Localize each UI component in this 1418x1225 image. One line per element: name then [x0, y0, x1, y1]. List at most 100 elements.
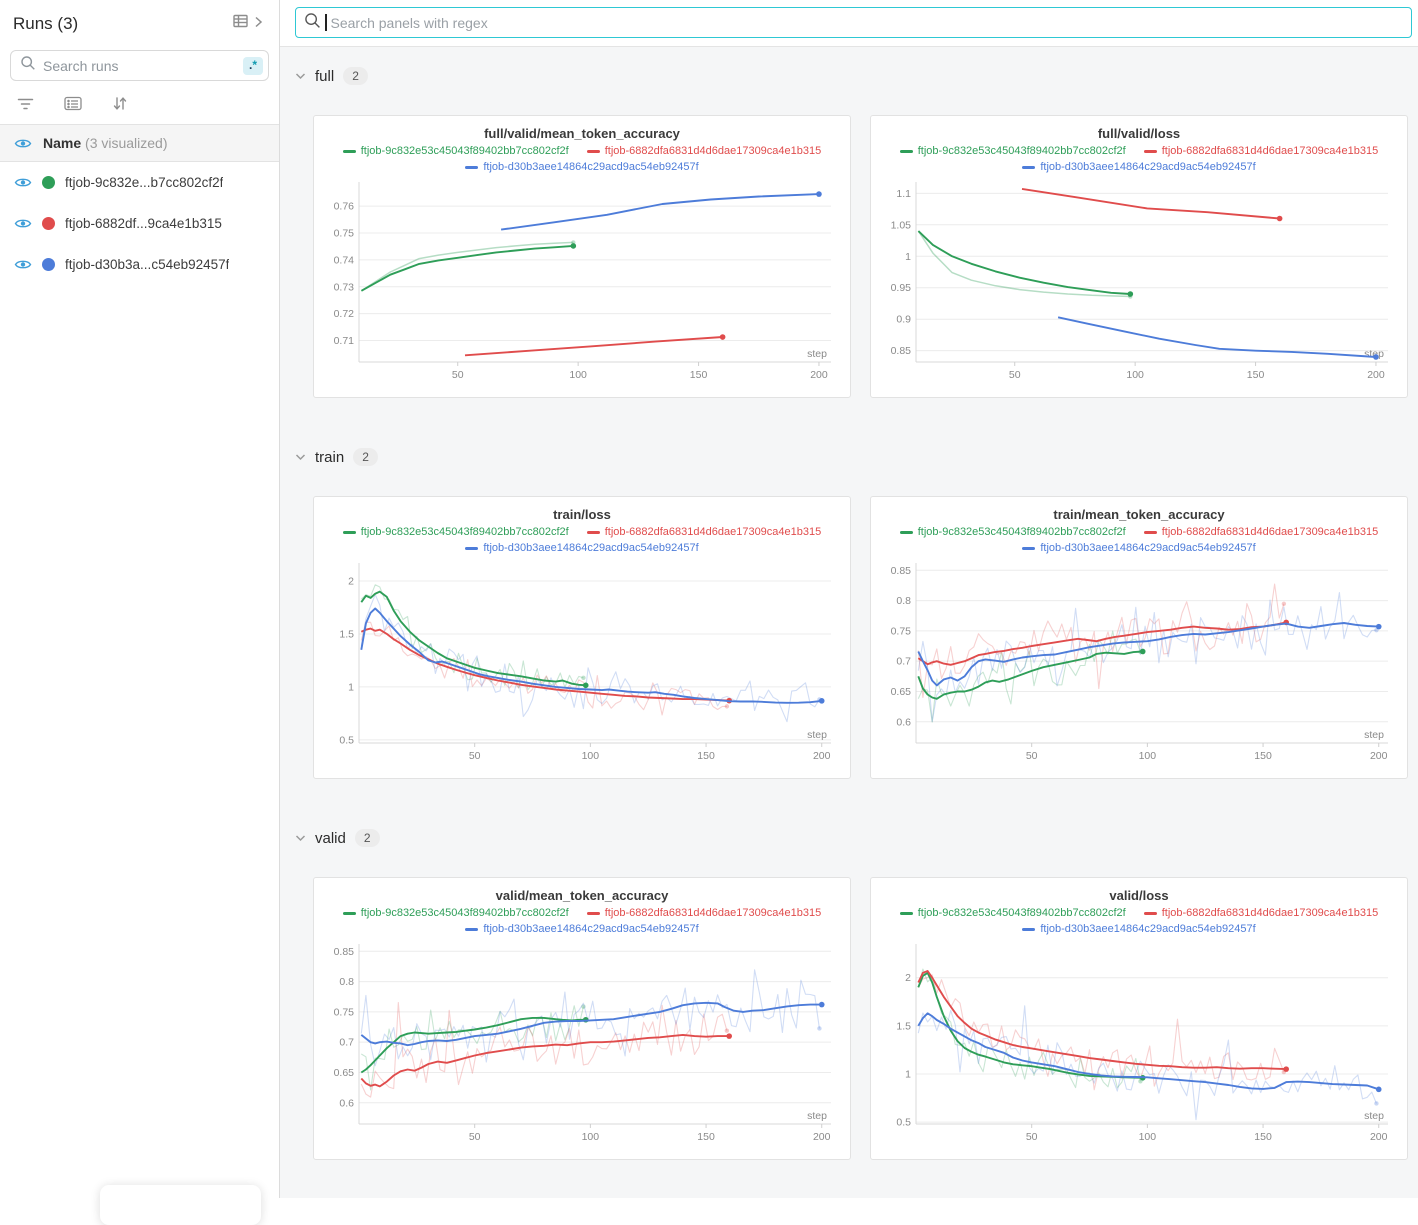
svg-text:100: 100 — [1139, 1131, 1157, 1143]
chart-legend: ftjob-9c832e53c45043f89402bb7cc802cf2f ft… — [880, 144, 1398, 175]
svg-text:0.8: 0.8 — [339, 976, 354, 988]
legend-swatch — [1022, 928, 1036, 931]
svg-text:0.75: 0.75 — [334, 228, 355, 240]
run-name: ftjob-9c832e...b7cc802cf2f — [65, 175, 224, 190]
chevron-down-icon — [295, 453, 306, 461]
search-panels-input[interactable] — [330, 14, 1403, 31]
eye-icon[interactable] — [14, 176, 32, 189]
svg-text:0.65: 0.65 — [334, 1067, 355, 1079]
svg-text:200: 200 — [1370, 750, 1388, 762]
runs-sidebar: Runs (3) .* — [0, 0, 280, 1198]
chart-title: full/valid/loss — [1097, 126, 1181, 141]
line-chart[interactable]: 0.6 0.65 0.7 0.75 0.8 0.85 50 100 150 200 step — [323, 939, 841, 1149]
chart-title: full/valid/mean_token_accuracy — [484, 126, 680, 141]
svg-text:1.5: 1.5 — [896, 1020, 911, 1032]
eye-icon[interactable] — [14, 217, 32, 230]
filter-icon[interactable] — [17, 97, 34, 111]
section-train: train 2 train/loss ftjob-9c832e53c45043f… — [280, 448, 1418, 779]
legend-entry: ftjob-d30b3aee14864c29acd9ac54eb92457f — [465, 160, 699, 175]
legend-entry: ftjob-9c832e53c45043f89402bb7cc802cf2f — [342, 906, 569, 921]
legend-entry: ftjob-6882dfa6831d4d6dae17309ca4e1b315 — [586, 525, 821, 540]
svg-text:50: 50 — [452, 369, 464, 381]
chart-title: valid/mean_token_accuracy — [495, 888, 669, 903]
legend-swatch — [899, 150, 913, 153]
legend-entry: ftjob-d30b3aee14864c29acd9ac54eb92457f — [465, 541, 699, 556]
legend-entry: ftjob-d30b3aee14864c29acd9ac54eb92457f — [1022, 160, 1256, 175]
chart-title: valid/loss — [1109, 888, 1169, 903]
svg-text:0.71: 0.71 — [334, 335, 355, 347]
runs-table-toggle[interactable] — [233, 13, 263, 35]
legend-entry: ftjob-6882dfa6831d4d6dae17309ca4e1b315 — [1143, 144, 1378, 159]
chart-panel: full/valid/mean_token_accuracy ftjob-9c8… — [313, 115, 851, 398]
svg-text:1: 1 — [348, 681, 354, 693]
svg-text:0.75: 0.75 — [891, 625, 912, 637]
svg-text:0.76: 0.76 — [334, 201, 355, 213]
eye-icon[interactable] — [14, 258, 32, 271]
svg-text:0.5: 0.5 — [339, 734, 354, 746]
chart-panel: full/valid/loss ftjob-9c832e53c45043f894… — [870, 115, 1408, 398]
section-header[interactable]: valid 2 — [295, 829, 1418, 847]
svg-text:1.1: 1.1 — [896, 188, 911, 200]
regex-dot: . — [248, 57, 253, 72]
svg-text:1.5: 1.5 — [339, 628, 354, 640]
svg-text:100: 100 — [582, 1131, 600, 1143]
legend-swatch — [899, 912, 913, 915]
chart-legend: ftjob-9c832e53c45043f89402bb7cc802cf2f ft… — [323, 144, 841, 175]
svg-text:150: 150 — [697, 750, 715, 762]
panels-content: full 2 full/valid/mean_token_accuracy ft… — [280, 47, 1418, 1198]
svg-text:step: step — [1364, 729, 1384, 741]
legend-swatch — [1022, 547, 1036, 550]
panel-row: valid/mean_token_accuracy ftjob-9c832e53… — [313, 877, 1418, 1160]
svg-text:0.65: 0.65 — [891, 686, 912, 698]
svg-text:200: 200 — [813, 750, 831, 762]
line-chart[interactable]: 0.5 1 1.5 2 50 100 150 200 step — [880, 939, 1398, 1149]
chevron-down-icon — [295, 72, 306, 80]
legend-swatch — [899, 531, 913, 534]
svg-text:200: 200 — [810, 369, 828, 381]
legend-entry: ftjob-6882dfa6831d4d6dae17309ca4e1b315 — [1143, 906, 1378, 921]
line-chart[interactable]: 0.5 1 1.5 2 50 100 150 200 step — [323, 558, 841, 768]
section-title: valid — [315, 829, 346, 847]
chart-legend: ftjob-9c832e53c45043f89402bb7cc802cf2f ft… — [880, 906, 1398, 937]
search-runs-input[interactable] — [43, 57, 236, 74]
run-color-dot — [42, 217, 55, 230]
section-header[interactable]: full 2 — [295, 67, 1418, 85]
svg-text:0.75: 0.75 — [334, 1006, 355, 1018]
sort-icon[interactable] — [112, 96, 128, 111]
run-color-dot — [42, 258, 55, 271]
group-list-icon[interactable] — [64, 96, 82, 111]
legend-swatch — [586, 912, 600, 915]
chart-legend: ftjob-9c832e53c45043f89402bb7cc802cf2f ft… — [323, 906, 841, 937]
legend-swatch — [1143, 150, 1157, 153]
chart-panel: valid/loss ftjob-9c832e53c45043f89402bb7… — [870, 877, 1408, 1160]
svg-text:100: 100 — [1126, 369, 1144, 381]
legend-swatch — [465, 928, 479, 931]
run-row[interactable]: ftjob-6882df...9ca4e1b315 — [0, 203, 279, 244]
legend-entry: ftjob-9c832e53c45043f89402bb7cc802cf2f — [899, 144, 1126, 159]
legend-swatch — [1022, 166, 1036, 169]
legend-swatch — [465, 166, 479, 169]
section-title: train — [315, 448, 345, 466]
section-title: full — [315, 67, 335, 85]
line-chart[interactable]: 0.6 0.65 0.7 0.75 0.8 0.85 50 100 150 200 step — [880, 558, 1398, 768]
section-header[interactable]: train 2 — [295, 448, 1418, 466]
regex-toggle-button[interactable]: .* — [242, 56, 263, 75]
svg-text:150: 150 — [697, 1131, 715, 1143]
svg-text:step: step — [1364, 1110, 1384, 1122]
svg-text:150: 150 — [1254, 1131, 1272, 1143]
svg-text:50: 50 — [1026, 1131, 1038, 1143]
eye-icon[interactable] — [14, 137, 32, 150]
svg-text:step: step — [807, 1110, 827, 1122]
line-chart[interactable]: 0.71 0.72 0.73 0.74 0.75 0.76 50 100 150 200 step — [323, 177, 841, 387]
svg-text:200: 200 — [813, 1131, 831, 1143]
run-row[interactable]: ftjob-d30b3a...c54eb92457f — [0, 244, 279, 285]
svg-text:0.72: 0.72 — [334, 308, 355, 320]
sidebar-header: Runs (3) — [0, 0, 279, 44]
panel-row: full/valid/mean_token_accuracy ftjob-9c8… — [313, 115, 1418, 398]
svg-text:100: 100 — [1139, 750, 1157, 762]
run-row[interactable]: ftjob-9c832e...b7cc802cf2f — [0, 162, 279, 203]
svg-text:150: 150 — [1254, 750, 1272, 762]
run-name: ftjob-d30b3a...c54eb92457f — [65, 257, 230, 272]
chart-title: train/mean_token_accuracy — [1053, 507, 1225, 522]
